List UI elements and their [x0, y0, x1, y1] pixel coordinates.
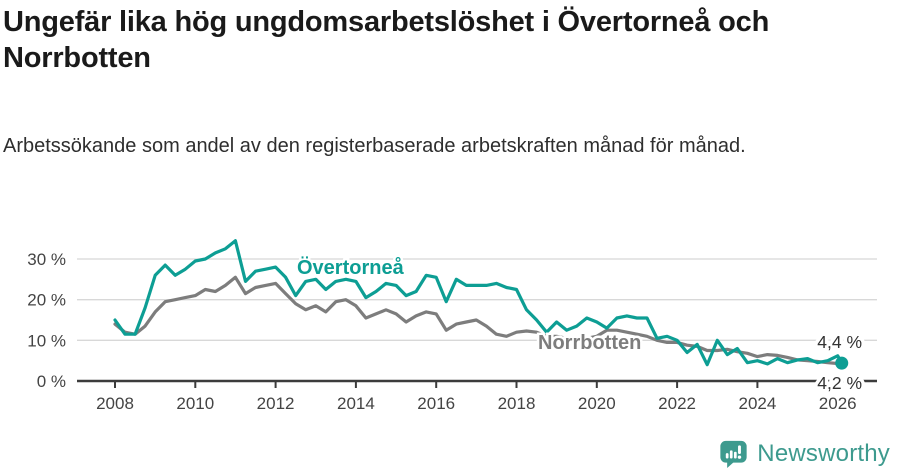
- x-tick-label: 2010: [176, 394, 214, 413]
- chart-title: Ungefär lika hög ungdomsarbetslöshet i Ö…: [3, 6, 770, 74]
- bar-chart-speech-bubble-icon: [720, 440, 747, 469]
- y-tick-label: 20 %: [27, 291, 66, 310]
- end-value-norrbotten: 4,2 %: [817, 373, 862, 393]
- x-tick-label: 2018: [498, 394, 536, 413]
- x-tick-label: 2022: [658, 394, 696, 413]
- series-line-övertorneå: [113, 239, 844, 367]
- chart-subtitle: Arbetssökande som andel av den registerb…: [3, 135, 746, 157]
- x-tick-label: 2014: [337, 394, 375, 413]
- series-label-norrbotten: Norrbotten: [538, 332, 641, 354]
- plot-layer: 0 % 10 % 20 % 30 % 2008 2010 2012 2014 2016 2018 2…: [27, 239, 877, 413]
- x-tick-label: 2012: [257, 394, 295, 413]
- series-endpoint-dot: [835, 356, 849, 370]
- x-tick-label: 2026: [819, 394, 857, 413]
- end-value-overtornea: 4,4 %: [817, 332, 862, 352]
- x-tick-label: 2016: [417, 394, 455, 413]
- newsworthy-logo[interactable]: Newsworthy: [719, 439, 890, 469]
- y-tick-label: 30 %: [27, 250, 66, 269]
- series-label-overtornea: Övertorneå: [297, 256, 405, 279]
- y-tick-label: 10 %: [27, 331, 66, 350]
- y-tick-label: 0 %: [37, 372, 66, 391]
- x-tick-label: 2020: [578, 394, 616, 413]
- newsworthy-wordmark: Newsworthy: [757, 440, 890, 467]
- x-tick-label: 2008: [96, 394, 134, 413]
- x-tick-label: 2024: [738, 394, 776, 413]
